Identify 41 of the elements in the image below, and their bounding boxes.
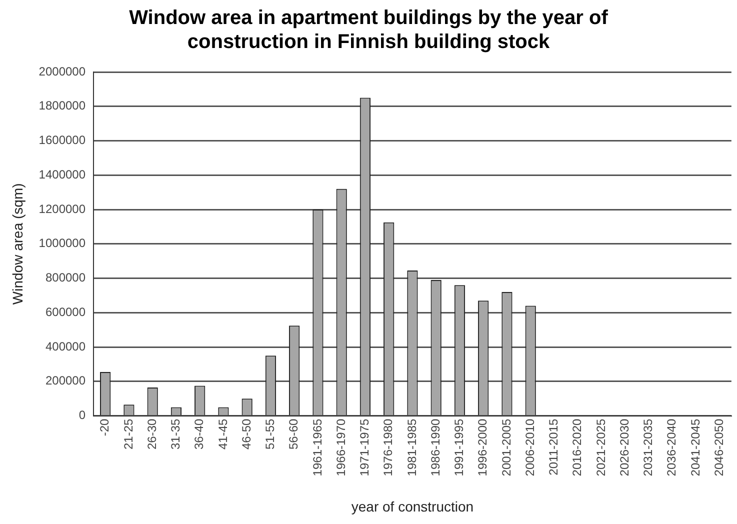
x-tick-label: 41-45 [216,418,230,450]
x-tick-label: 2021-2025 [594,418,608,476]
x-tick-label: 2006-2010 [522,418,537,476]
x-tick-label: 1986-1990 [428,418,442,476]
x-tick-label: 2011-2015 [546,418,561,476]
y-tick-label: 800000 [45,270,86,285]
x-tick-label: 2041-2045 [688,418,702,476]
y-tick-label: 1200000 [38,202,86,216]
x-tick-label: 51-55 [263,418,278,450]
chart-title: Window area in apartment buildings by the year of construction in Finnish building stock [128,6,609,54]
y-tick-label: 200000 [45,374,86,388]
x-tick-label: 26-30 [144,418,159,450]
y-tick-label: 0 [78,408,86,422]
x-tick-label: 21-25 [121,418,136,450]
x-tick-label: 1996-2000 [476,418,490,476]
x-tick-label: 1991-1995 [452,418,466,476]
x-tick-label: 2016-2020 [570,418,584,476]
y-tick-label: 1400000 [38,167,86,182]
x-tick-label: 1961-1965 [310,418,324,476]
x-tick-label: 1971-1975 [358,418,372,476]
x-tick-label: 56-60 [286,418,301,450]
x-tick-label: 2026-2030 [617,418,632,476]
y-tick-label: 1600000 [38,133,86,148]
y-axis-title: Window area (sqm) [9,183,26,305]
y-tick-label: 1800000 [38,98,86,113]
y-tick-label: 400000 [45,339,86,354]
x-tick-label: 1966-1970 [334,418,348,476]
x-tick-label: 2036-2040 [664,418,679,476]
x-tick-label: 36-40 [192,418,206,450]
x-tick-label: 1976-1980 [381,418,396,476]
y-tick-label: 600000 [45,304,86,319]
x-tick-label: 1981-1985 [404,418,419,476]
y-tick-label: 1000000 [38,236,86,250]
x-axis-title: year of construction [351,498,474,514]
x-tick-label: 2046-2050 [712,418,726,476]
x-tick-label: 46-50 [239,418,254,450]
x-tick-label: 2031-2035 [641,418,656,476]
x-tick-label: -20 [98,418,112,436]
y-tick-label: 2000000 [38,64,86,78]
x-tick-label: 31-35 [168,418,183,450]
x-tick-label: 2001-2005 [499,418,514,476]
